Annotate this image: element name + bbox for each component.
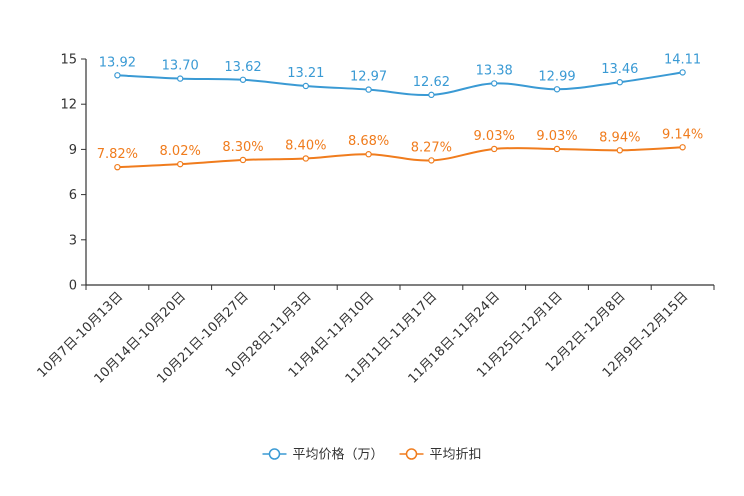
- data-point: [176, 75, 184, 82]
- data-label: 8.40%: [285, 138, 326, 153]
- data-point: [491, 80, 498, 87]
- data-label: 13.62: [224, 60, 261, 75]
- data-label: 13.38: [476, 63, 513, 78]
- data-label: 9.03%: [536, 129, 577, 144]
- data-point: [679, 144, 686, 151]
- y-tick-label: 15: [60, 53, 77, 68]
- series-line: [117, 146, 683, 169]
- data-label: 9.03%: [474, 129, 515, 144]
- legend-label: 平均折扣: [430, 448, 482, 463]
- data-label: 12.62: [413, 75, 450, 90]
- data-label: 12.99: [538, 69, 575, 84]
- data-point: [428, 157, 435, 164]
- y-tick-label: 6: [69, 188, 77, 203]
- data-label: 8.02%: [160, 144, 201, 159]
- data-label: 8.27%: [411, 140, 452, 155]
- legend-item-2: 平均折扣: [399, 448, 482, 463]
- axes: 0369121510月7日-10月13日10月14日-10月20日10月21日-…: [35, 53, 715, 387]
- data-point: [114, 163, 121, 171]
- legend-item-1: 平均价格（万）: [262, 447, 384, 463]
- data-label: 7.82%: [97, 147, 138, 162]
- data-label: 8.94%: [599, 130, 640, 145]
- data-label: 9.14%: [662, 127, 703, 142]
- data-label: 8.68%: [348, 134, 389, 149]
- data-point: [365, 151, 372, 158]
- legend-label: 平均价格（万）: [292, 447, 383, 463]
- data-label: 13.21: [287, 66, 324, 81]
- data-point: [114, 72, 121, 79]
- series-1: 13.92 13.70 13.62 13.21 12.97 12.62 13.38 12.99…: [99, 52, 701, 99]
- series-layer: 13.92 13.70 13.62 13.21 12.97 12.62 13.38 12.99…: [97, 52, 703, 171]
- data-point: [553, 86, 561, 93]
- data-label: 14.11: [664, 52, 701, 67]
- data-label: 8.30%: [222, 140, 263, 155]
- data-point: [428, 91, 435, 99]
- series-line: [117, 71, 683, 97]
- data-point: [679, 69, 686, 76]
- data-point: [491, 145, 498, 153]
- data-point: [302, 155, 309, 162]
- legend-marker-icon: [268, 448, 281, 460]
- data-point: [302, 82, 309, 90]
- data-label: 13.70: [162, 59, 199, 74]
- data-point: [553, 145, 561, 153]
- data-point: [616, 147, 624, 154]
- y-tick-label: 3: [69, 233, 77, 248]
- y-tick-label: 9: [69, 143, 77, 158]
- data-point: [239, 76, 247, 83]
- series-2: 7.82% 8.02% 8.30% 8.40% 8.68% 8.27% 9.03% 9.03%…: [97, 127, 703, 171]
- data-label: 12.97: [350, 70, 387, 85]
- y-tick-label: 0: [69, 279, 77, 294]
- data-point: [616, 79, 624, 86]
- data-point: [176, 160, 184, 168]
- legend: 平均价格（万） 平均折扣: [262, 447, 482, 463]
- legend-marker-icon: [405, 448, 418, 460]
- data-point: [365, 86, 372, 93]
- data-label: 13.92: [99, 55, 136, 70]
- data-point: [239, 156, 247, 164]
- y-tick-label: 12: [60, 98, 77, 113]
- data-label: 13.46: [601, 62, 638, 77]
